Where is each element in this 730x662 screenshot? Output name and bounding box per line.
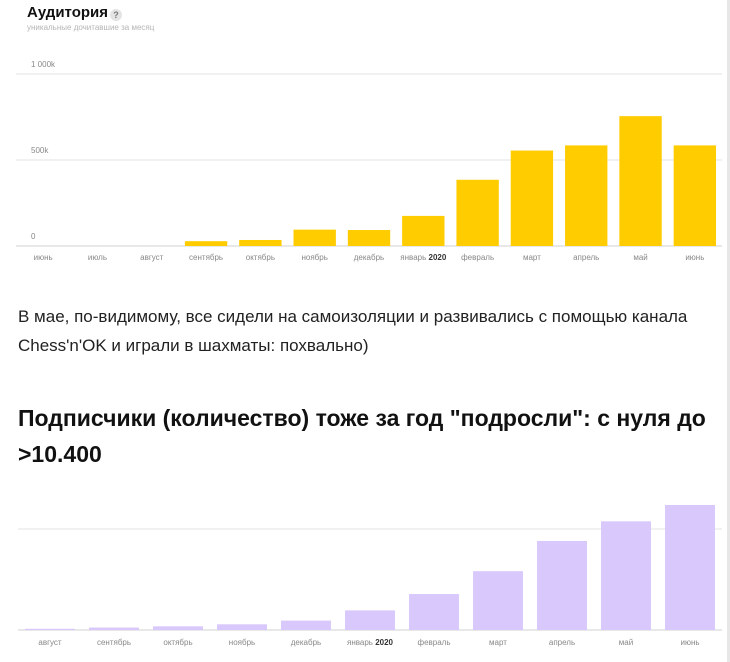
audience-bar[interactable] <box>456 179 499 246</box>
x-tick-label: ноябрь <box>229 638 255 647</box>
x-tick-label: июль <box>88 253 107 262</box>
subscribers-bar[interactable] <box>281 620 331 630</box>
subscribers-bar[interactable] <box>153 626 203 630</box>
x-tick-label: октябрь <box>163 638 192 647</box>
audience-bar[interactable] <box>293 229 336 246</box>
x-tick-label: май <box>633 253 647 262</box>
audience-chart-subtitle: уникальные дочитавшие за месяц <box>27 23 155 32</box>
x-tick-label: ноябрь <box>301 253 327 262</box>
x-tick-label: февраль <box>417 638 450 647</box>
subscribers-bar[interactable] <box>345 610 395 630</box>
x-tick-label: декабрь <box>291 638 321 647</box>
x-tick-label: январь 2020 <box>347 638 394 647</box>
audience-bar[interactable] <box>347 230 391 246</box>
x-tick-label: июнь <box>680 638 699 647</box>
x-tick-label: сентябрь <box>97 638 131 647</box>
audience-bar[interactable] <box>239 239 282 246</box>
audience-bar[interactable] <box>673 145 717 246</box>
y-tick-label: 1 000k <box>31 60 56 69</box>
x-tick-label: октябрь <box>246 253 275 262</box>
help-icon[interactable]: ? <box>110 9 122 21</box>
audience-chart-title: Аудитория <box>27 4 108 21</box>
y-tick-label: 500k <box>31 146 49 155</box>
subscribers-bar[interactable] <box>537 540 587 630</box>
audience-bar[interactable] <box>402 215 445 246</box>
x-tick-label: март <box>523 253 541 262</box>
x-tick-label: август <box>38 638 62 647</box>
subscribers-bar[interactable] <box>665 505 715 630</box>
scrollbar-track[interactable] <box>727 0 730 662</box>
subscribers-bar[interactable] <box>409 594 459 630</box>
audience-bar-chart: 0 500k 1 000k июнь июль август сентябрь октябр… <box>16 60 722 262</box>
paragraph-text: В мае, по-видимому, все сидели на самоиз… <box>18 307 688 355</box>
subscribers-bar[interactable] <box>601 521 651 630</box>
x-tick-label: декабрь <box>354 253 384 262</box>
x-tick-label: январь 2020 <box>400 253 447 262</box>
x-tick-label: март <box>489 638 507 647</box>
subscribers-bar[interactable] <box>473 571 523 630</box>
x-tick-label: август <box>140 253 164 262</box>
x-tick-label: май <box>619 638 633 647</box>
x-tick-label: апрель <box>573 253 599 262</box>
x-tick-label: сентябрь <box>189 253 223 262</box>
x-tick-label: июнь <box>685 253 704 262</box>
subscribers-bar-chart: август сентябрь октябрь ноябрь декабрь январь… <box>18 505 722 647</box>
audience-bar[interactable] <box>184 241 228 246</box>
subscribers-bar[interactable] <box>217 624 267 630</box>
x-tick-label: апрель <box>549 638 575 647</box>
audience-bar[interactable] <box>510 150 554 246</box>
x-tick-label: июнь <box>34 253 53 262</box>
x-tick-label: февраль <box>461 253 494 262</box>
subscribers-bar[interactable] <box>89 627 139 630</box>
subscribers-bar[interactable] <box>25 628 75 630</box>
audience-bar[interactable] <box>619 116 662 246</box>
audience-bar[interactable] <box>565 145 608 246</box>
subscribers-heading: Подписчики (количество) тоже за год "под… <box>18 405 706 467</box>
y-tick-label: 0 <box>31 232 36 241</box>
